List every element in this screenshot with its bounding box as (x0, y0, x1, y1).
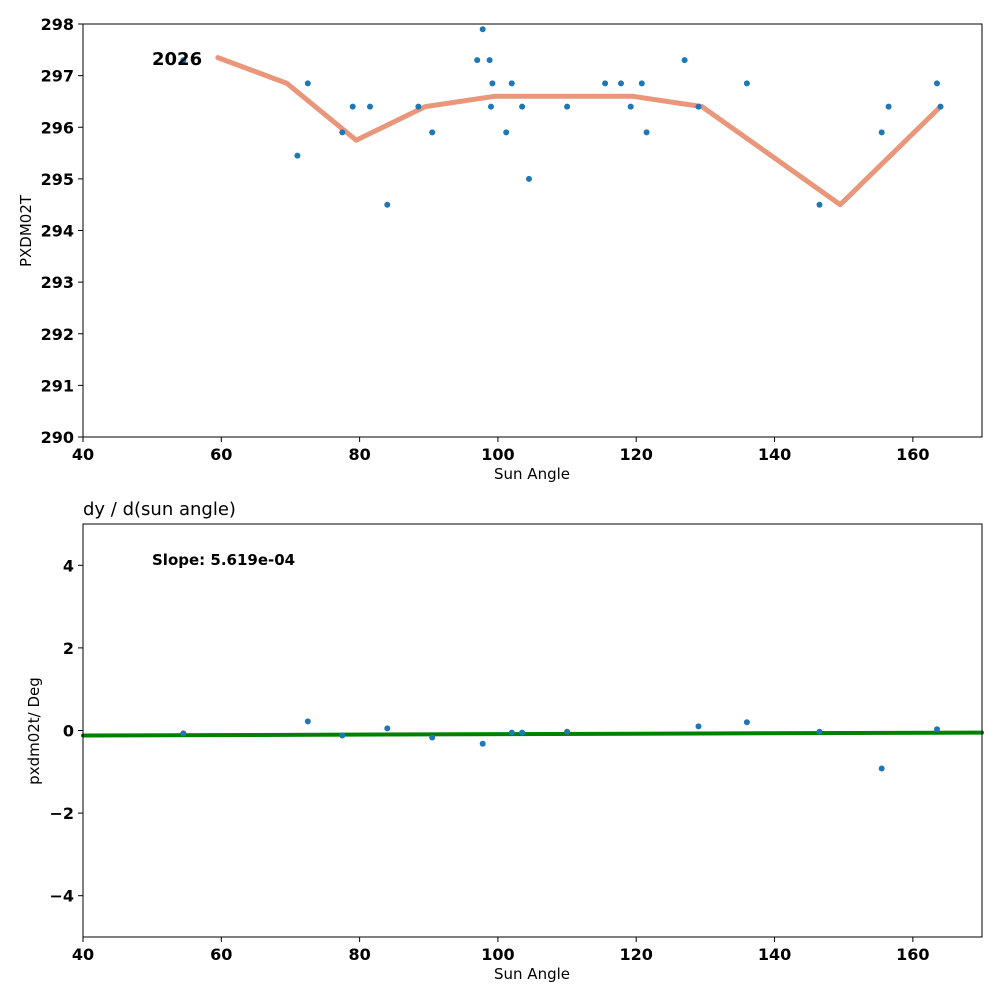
top-x-ticks: 40 60 80 100 120 140 160 (72, 437, 930, 464)
top-data-point (937, 103, 944, 110)
bottom-data-point (508, 729, 515, 736)
top-data-point (743, 80, 750, 87)
top-data-point (878, 129, 885, 136)
top-trend-line (215, 55, 943, 208)
top-x-tick-label: 40 (72, 445, 94, 464)
bottom-fit-layer (81, 730, 984, 738)
top-x-tick-label: 140 (758, 445, 791, 464)
top-data-point (638, 80, 645, 87)
bottom-data-point (743, 719, 750, 726)
top-data-point (429, 129, 436, 136)
top-data-point (564, 103, 571, 110)
top-data-point (367, 103, 373, 110)
bottom-x-tick-label: 80 (348, 945, 370, 964)
top-x-axis-label: Sun Angle (494, 465, 570, 483)
bottom-y-ticks: −4 −2 0 2 4 (49, 556, 83, 906)
top-y-tick-label: 298 (41, 15, 74, 34)
bottom-data-point (339, 732, 346, 739)
top-data-point (816, 201, 823, 208)
bottom-y-tick-label: 2 (63, 639, 74, 658)
top-data-point (618, 80, 624, 87)
top-data-point (519, 103, 526, 110)
top-data-point (489, 80, 496, 87)
bottom-fit-line (81, 730, 984, 738)
top-data-point (695, 103, 702, 110)
top-x-tick-label: 160 (896, 445, 929, 464)
top-data-point (602, 80, 609, 87)
top-chart-panel: 40 60 80 100 120 140 160 290 291 292 293 294 295 296… (17, 15, 983, 483)
top-y-tick-label: 293 (41, 273, 74, 292)
bottom-data-point (479, 740, 486, 747)
bottom-x-tick-label: 40 (72, 945, 94, 964)
top-x-tick-label: 80 (348, 445, 370, 464)
bottom-data-point (180, 730, 187, 737)
top-year-annotation: 2026 (152, 49, 202, 70)
top-data-point (526, 175, 532, 182)
top-data-point (384, 201, 391, 208)
bottom-x-tick-label: 120 (620, 945, 653, 964)
top-data-point (488, 103, 494, 110)
bottom-chart-panel: 40 60 80 100 120 140 160 −4 −2 0 2 4 dy / d(sun an… (25, 499, 984, 983)
top-data-point (479, 26, 486, 33)
top-trend-layer (215, 55, 943, 208)
bottom-data-point (519, 729, 526, 736)
bottom-y-tick-label: 4 (63, 556, 74, 575)
bottom-points-layer (180, 718, 940, 772)
top-y-axis-label: PXDM02T (17, 194, 35, 267)
top-data-point (885, 103, 892, 110)
top-y-tick-label: 295 (41, 170, 74, 189)
top-plot-area (83, 24, 982, 437)
bottom-x-tick-label: 60 (210, 945, 232, 964)
top-y-tick-label: 292 (41, 325, 74, 344)
bottom-x-tick-label: 140 (758, 945, 791, 964)
top-data-point (486, 57, 493, 64)
top-points-layer (180, 26, 944, 208)
bottom-x-ticks: 40 60 80 100 120 140 160 (72, 937, 930, 964)
bottom-y-axis-label: pxdm02t/ Deg (25, 677, 43, 785)
bottom-x-tick-label: 160 (896, 945, 929, 964)
bottom-chart-title: dy / d(sun angle) (83, 499, 236, 520)
top-y-tick-label: 296 (41, 118, 74, 137)
slope-annotation: Slope: 5.619e-04 (152, 551, 295, 569)
top-data-point (180, 57, 187, 64)
bottom-data-point (816, 728, 823, 735)
top-data-point (349, 103, 356, 110)
top-data-point (503, 129, 510, 136)
bottom-data-point (384, 725, 391, 732)
bottom-data-point (564, 728, 571, 735)
top-y-tick-label: 291 (41, 376, 74, 395)
top-data-point (474, 57, 481, 64)
top-data-point (627, 103, 634, 110)
bottom-y-tick-label: 0 (63, 722, 74, 741)
top-x-tick-label: 60 (210, 445, 232, 464)
bottom-data-point (934, 726, 940, 733)
top-y-tick-label: 294 (41, 222, 74, 241)
bottom-data-point (695, 723, 702, 730)
bottom-plot-area (83, 524, 982, 937)
top-x-tick-label: 100 (481, 445, 514, 464)
bottom-x-tick-label: 100 (481, 945, 514, 964)
top-data-point (304, 80, 311, 87)
top-data-point (643, 129, 650, 136)
top-x-tick-label: 120 (620, 445, 653, 464)
top-y-tick-label: 297 (41, 67, 74, 86)
bottom-x-axis-label: Sun Angle (494, 965, 570, 983)
top-data-point (508, 80, 515, 87)
bottom-data-point (878, 765, 885, 772)
top-data-point (339, 129, 346, 136)
top-data-point (681, 57, 688, 64)
bottom-data-point (429, 734, 436, 741)
top-data-point (415, 103, 422, 110)
top-data-point (294, 152, 301, 159)
bottom-data-point (304, 718, 311, 725)
top-data-point (934, 80, 940, 87)
bottom-y-tick-label: −4 (49, 887, 74, 906)
top-y-ticks: 290 291 292 293 294 295 296 297 298 (41, 15, 83, 447)
top-y-tick-label: 290 (41, 428, 74, 447)
bottom-y-tick-label: −2 (49, 804, 74, 823)
